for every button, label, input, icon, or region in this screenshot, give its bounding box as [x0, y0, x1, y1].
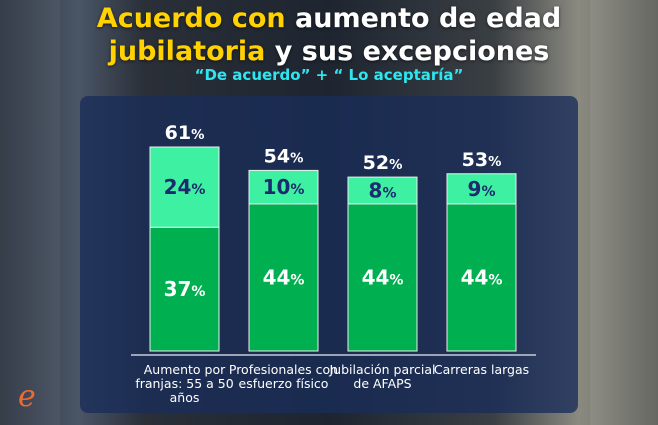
x-tick-label: Profesionales con esfuerzo físico [228, 362, 339, 391]
chart-title: Acuerdo con aumento de edad jubilatoria … [0, 2, 658, 68]
bar-segment [149, 146, 220, 228]
bar-total-label: 54% [264, 145, 304, 167]
bar-data-label: 37% [164, 277, 206, 301]
bar-segment [446, 203, 517, 352]
bar-data-label: 44% [263, 265, 305, 289]
bar-segment [149, 226, 220, 352]
bar-segment [446, 173, 517, 205]
bar-total-label: 61% [165, 122, 205, 144]
chart-subtitle: “De acuerdo” + “ Lo aceptaría” [194, 66, 464, 84]
bar-segment [248, 203, 319, 352]
bar-data-label: 24% [164, 175, 206, 199]
bar-segment [347, 176, 418, 205]
bar-total-label: 53% [462, 149, 502, 171]
title-text: aumento de edad [285, 3, 562, 34]
x-tick-label: Carreras largas [433, 362, 530, 377]
bar-segment [347, 203, 418, 352]
logo-e-icon: e [18, 379, 36, 414]
title-highlight: jubilatoria [108, 36, 266, 67]
bar-total-label: 52% [363, 152, 403, 174]
bar-segment [248, 169, 319, 205]
bar-data-label: 10% [263, 175, 305, 199]
bar-data-label: 9% [468, 177, 496, 201]
bar-data-label: 44% [461, 265, 503, 289]
x-tick-label: Aumento por franjas: 55 a 50 años [135, 362, 234, 405]
bar-data-label: 8% [369, 178, 397, 202]
title-highlight: Acuerdo con [96, 3, 286, 34]
x-tick-label: Jubilación parcial de AFAPS [329, 362, 436, 391]
bar-data-label: 44% [362, 265, 404, 289]
title-text: y sus excepciones [265, 36, 550, 67]
